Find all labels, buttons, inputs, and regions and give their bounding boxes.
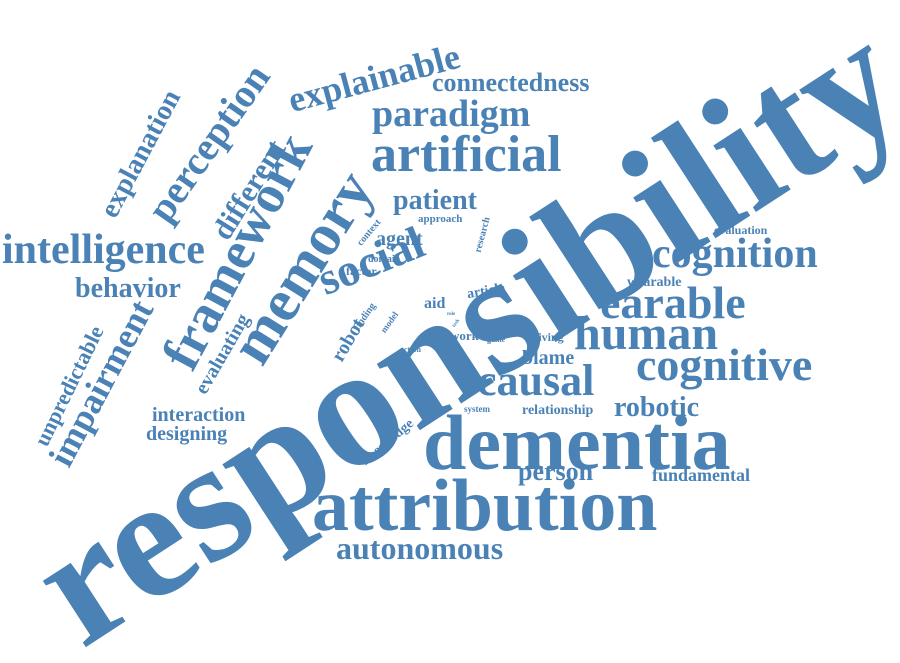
word-system: system [464, 404, 490, 414]
word-elicit: elicit [487, 325, 506, 335]
word-evaluation: evaluation [714, 223, 768, 237]
word-connectedness: connectedness [432, 68, 590, 97]
word-blame: blame [522, 347, 575, 369]
word-agent: agent [376, 228, 423, 250]
word-wearable: wearable [627, 275, 682, 290]
word-paradigm: paradigm [372, 93, 531, 135]
word-attribution: attribution [312, 465, 658, 547]
word-artificial: artificial [371, 126, 562, 183]
word-living: living [535, 330, 564, 344]
word-robotic: robotic [614, 392, 700, 423]
word-intelligence: intelligence [2, 227, 205, 273]
word-cognitive: cognitive [636, 339, 813, 390]
word-interaction: interaction [152, 404, 246, 426]
word-fundamental: fundamental [652, 465, 751, 485]
word-relationship: relationship [522, 403, 594, 418]
word-work: work [450, 328, 479, 343]
word-person: person [518, 457, 594, 486]
word-approach: approach [418, 213, 463, 225]
word-earable: earable [600, 277, 746, 328]
word-factor: factor [346, 264, 377, 278]
word-game: game [487, 335, 506, 344]
word-autonomous: autonomous [336, 530, 504, 566]
word-action: action [400, 345, 421, 354]
word-dementia: dementia [423, 399, 731, 486]
word-causal: causal [477, 356, 595, 405]
word-human: human [574, 307, 719, 360]
word-behavior: behavior [75, 273, 181, 304]
word-role: role [447, 312, 456, 317]
word-aid: aid [424, 295, 446, 312]
word-patient: patient [393, 185, 477, 216]
word-cognition: cognition [652, 231, 818, 277]
word-designing: designing [146, 423, 228, 445]
word-domain: domain [368, 254, 401, 265]
